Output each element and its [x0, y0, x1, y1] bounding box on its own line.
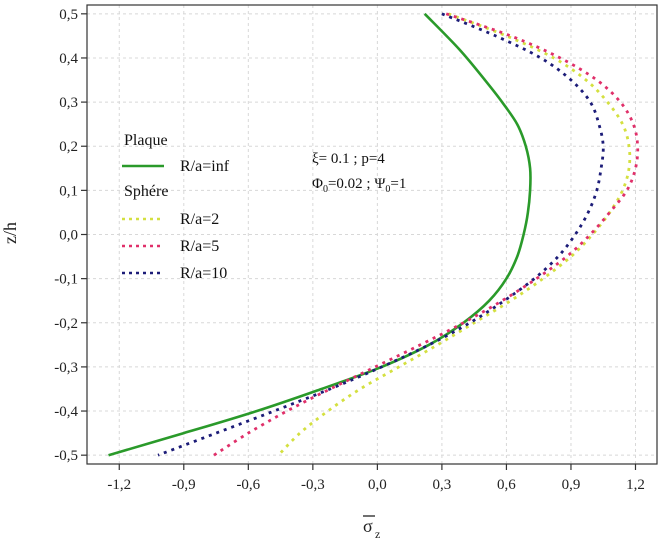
y-tick-label: -0,4: [54, 404, 78, 420]
legend-group-title-plaque: Plaque: [124, 132, 168, 149]
y-tick-label: 0,0: [59, 228, 78, 244]
x-tick-label: -0,9: [172, 477, 196, 493]
series-layer: [108, 12, 640, 457]
annotation-psi-subscript: 0: [385, 184, 390, 195]
y-tick-label: 0,5: [59, 7, 78, 23]
annotation-line-2: Φ0=0.02 ; Ψ0=1: [312, 176, 406, 195]
y-tick-label: 0,1: [59, 183, 78, 199]
y-tick-label: 0,3: [59, 95, 78, 111]
series-line-3: [157, 12, 605, 457]
annotation-line-1: ξ= 0.1 ; p=4: [312, 151, 385, 167]
x-tick-label: 0,0: [368, 477, 387, 493]
annotation-phi: Φ: [312, 176, 323, 192]
y-tick-label: -0,5: [54, 448, 78, 464]
x-tick-label: -1,2: [107, 477, 131, 493]
annotation-phi-subscript: 0: [323, 184, 328, 195]
x-tick-label: -0,6: [236, 477, 260, 493]
y-tick-label: 0,4: [59, 51, 78, 67]
y-tick-label: -0,1: [54, 272, 78, 288]
legend-group-title-sphere: Sphére: [124, 183, 168, 200]
parameters-annotation: ξ= 0.1 ; p=4 Φ0=0.02 ; Ψ0=1: [312, 151, 406, 195]
legend-label-inf: R/a=inf: [180, 158, 230, 175]
y-tick-label: 0,2: [59, 139, 78, 155]
x-tick-label: -0,3: [301, 477, 325, 493]
y-tick-label: -0,2: [54, 316, 78, 332]
x-tick-label: 0,3: [433, 477, 452, 493]
x-tick-label: 0,6: [497, 477, 516, 493]
axis-ticks: -1,2 -0,9 -0,6 -0,3 0,0 0,3 0,6 0,9 1,2 0,5 0,4 0,3…: [54, 7, 645, 493]
series-line-0: [108, 12, 532, 457]
x-axis-title: σ: [363, 516, 373, 536]
legend-label-2: R/a=2: [180, 211, 219, 228]
legend-label-10: R/a=10: [180, 265, 227, 282]
legend-label-5: R/a=5: [180, 238, 219, 255]
y-tick-label: -0,3: [54, 360, 78, 376]
annotation-phi-value: =0.02 ; Ψ: [328, 176, 386, 192]
grid: [87, 5, 657, 464]
x-tick-label: 1,2: [626, 477, 645, 493]
series-line-1: [277, 12, 632, 457]
legend: Plaque R/a=inf Sphére R/a=2 R/a=5 R/a=10: [122, 132, 230, 282]
x-axis-title-subscript: z: [375, 527, 380, 541]
y-axis-title: z/h: [0, 222, 20, 244]
x-tick-label: 0,9: [562, 477, 581, 493]
annotation-psi-value: =1: [390, 176, 406, 192]
